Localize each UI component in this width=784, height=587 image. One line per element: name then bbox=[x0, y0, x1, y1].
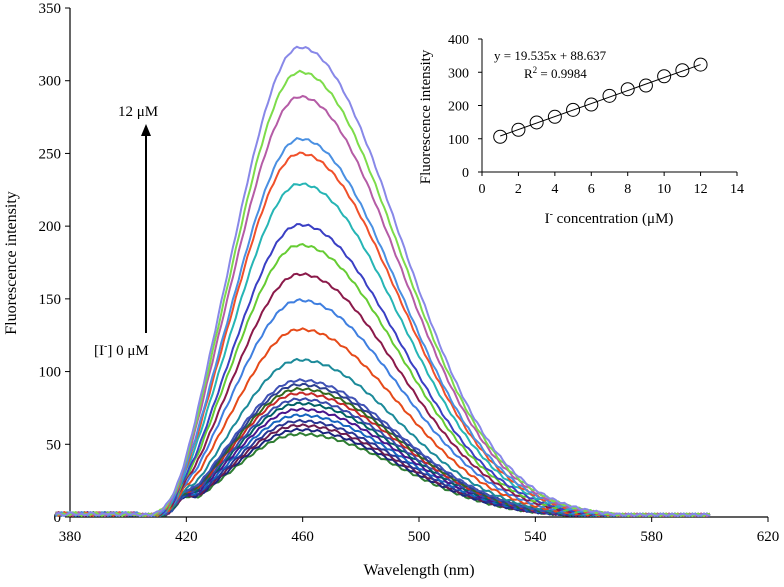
inset-x-tick-label: 4 bbox=[551, 182, 558, 197]
spectrum-line bbox=[55, 397, 710, 518]
inset-y-tick-label: 0 bbox=[462, 166, 469, 181]
inset-x-tick-label: 0 bbox=[479, 182, 486, 197]
r-squared-superscript: 2 bbox=[533, 65, 538, 75]
main-y-tick-label: 0 bbox=[54, 510, 62, 526]
inset-data-point bbox=[657, 69, 672, 84]
inset-x-tick-label: 2 bbox=[515, 182, 522, 197]
inset-x-tick-label: 12 bbox=[694, 182, 708, 197]
main-x-tick-label: 620 bbox=[757, 529, 780, 545]
inset-data-point bbox=[529, 115, 544, 130]
main-x-tick-label: 580 bbox=[640, 529, 663, 545]
spectrum-line bbox=[54, 378, 710, 518]
inset-x-axis-title: I- concentration (μM) bbox=[545, 209, 674, 227]
arrow-top-label: 12 μM bbox=[118, 104, 158, 120]
main-y-tick-label: 150 bbox=[39, 292, 62, 308]
inset-trendline bbox=[500, 64, 701, 137]
inset-y-tick-label: 300 bbox=[448, 66, 469, 81]
spectrum-line bbox=[55, 182, 710, 518]
inset-data-point bbox=[584, 97, 599, 112]
inset-calibration-plot: 0 2 4 6 8 10 12 14 0 100 200 300 400 y = 19.535x + … bbox=[418, 33, 744, 227]
inset-y-tick-label: 100 bbox=[448, 133, 469, 148]
main-x-axis-title: Wavelength (nm) bbox=[363, 562, 474, 579]
spectrum-line bbox=[55, 327, 711, 518]
main-x-tick-label: 500 bbox=[408, 529, 431, 545]
inset-data-point bbox=[675, 63, 690, 78]
spectrum-line bbox=[55, 223, 711, 518]
iodide-charge-superscript: - bbox=[104, 341, 107, 352]
inset-y-tick-label: 200 bbox=[448, 100, 469, 115]
spectrum-line bbox=[55, 423, 711, 518]
concentration-zero-label: ] 0 μM bbox=[107, 343, 148, 359]
arrow-bottom-label: [I-] 0 μM bbox=[94, 341, 149, 359]
inset-data-point bbox=[547, 109, 562, 124]
inset-data-point bbox=[602, 88, 617, 103]
inset-concentration-label: concentration (μM) bbox=[553, 211, 674, 227]
r-squared-value: = 0.9984 bbox=[537, 66, 587, 81]
concentration-arrow-head bbox=[141, 124, 151, 136]
inset-data-point bbox=[693, 57, 708, 72]
main-x-tick-label: 380 bbox=[59, 529, 82, 545]
inset-x-tick-label: 6 bbox=[588, 182, 595, 197]
inset-y-axis-title: Fluorescence intensity bbox=[418, 49, 434, 184]
inset-iodide-superscript: - bbox=[550, 209, 553, 220]
inset-iodide-symbol: I bbox=[545, 211, 550, 227]
inset-data-point bbox=[638, 78, 653, 93]
main-y-axis-title: Fluorescence intensity bbox=[3, 191, 20, 335]
main-y-tick-label: 300 bbox=[39, 74, 62, 90]
main-y-tick-label: 100 bbox=[39, 365, 62, 381]
iodide-bracket-label: [I bbox=[94, 343, 104, 359]
r-squared-symbol: R bbox=[524, 66, 533, 81]
inset-data-point bbox=[511, 122, 526, 137]
spectrum-line bbox=[55, 45, 711, 518]
main-y-tick-label: 50 bbox=[46, 437, 61, 453]
main-y-tick-label: 350 bbox=[39, 1, 62, 17]
spectrum-line bbox=[55, 151, 711, 518]
inset-data-point bbox=[620, 82, 635, 97]
main-x-tick-label: 540 bbox=[524, 529, 547, 545]
inset-x-tick-label: 14 bbox=[730, 182, 744, 197]
inset-data-point bbox=[566, 102, 581, 117]
inset-x-tick-label: 10 bbox=[657, 182, 671, 197]
inset-y-tick-label: 400 bbox=[448, 33, 469, 48]
inset-data-point bbox=[493, 129, 508, 144]
main-x-tick-label: 460 bbox=[291, 529, 314, 545]
spectrum-line bbox=[55, 298, 711, 518]
main-x-tick-label: 420 bbox=[175, 529, 198, 545]
main-y-tick-label: 250 bbox=[39, 146, 62, 162]
inset-r-squared: R2 = 0.9984 bbox=[524, 65, 587, 81]
inset-x-tick-label: 8 bbox=[624, 182, 631, 197]
inset-equation: y = 19.535x + 88.637 bbox=[494, 48, 607, 63]
main-y-tick-label: 200 bbox=[39, 219, 62, 235]
